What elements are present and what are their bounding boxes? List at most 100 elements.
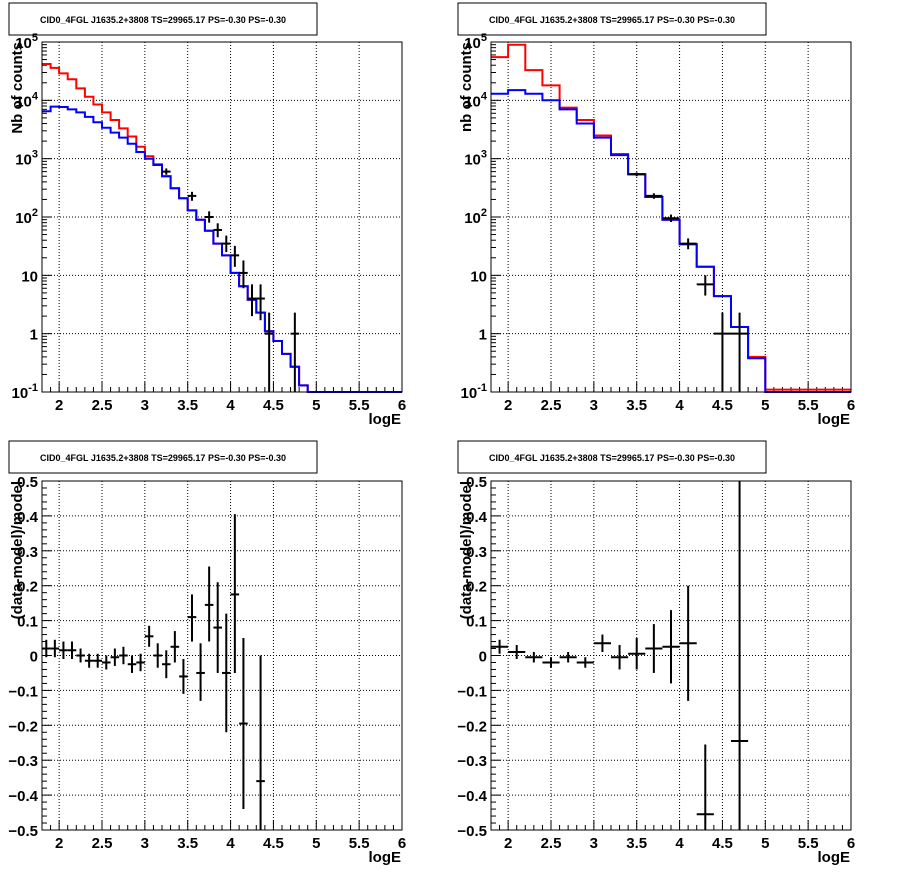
data-point — [611, 645, 629, 670]
data-point — [222, 613, 231, 733]
data-point — [67, 641, 77, 659]
data-point — [628, 172, 646, 177]
data-point — [264, 312, 274, 392]
data-point — [119, 646, 128, 665]
y-tick-label: −0.5 — [457, 823, 487, 840]
data-point — [196, 643, 205, 701]
y-tick-label: −0.2 — [457, 718, 487, 735]
plot-frame — [490, 41, 852, 393]
x-tick-label: 4.5 — [712, 397, 733, 414]
y-tick-label: 102 — [15, 207, 38, 227]
data-point — [593, 634, 611, 653]
x-tick-label: 3.5 — [626, 397, 647, 414]
x-tick-label: 4 — [226, 835, 235, 852]
data-point — [525, 652, 543, 663]
y-tick-label: −0.1 — [8, 683, 38, 700]
title-box — [457, 440, 767, 474]
x-tick-label: 4.5 — [263, 835, 284, 852]
y-tick-label: 0.3 — [466, 544, 487, 561]
chart-panel-counts-left: CID0_4FGL J1635.2+3808 TS=29965.17 PS=-0… — [8, 2, 407, 428]
y-tick-label: 0 — [30, 649, 38, 666]
y-tick-label: 0.1 — [17, 614, 38, 631]
x-tick-label: 4 — [226, 397, 235, 414]
y-tick-label: −0.4 — [8, 788, 38, 805]
x-tick-label: 5 — [761, 835, 769, 852]
data-point — [110, 648, 120, 666]
y-tick-label: 10 — [21, 268, 38, 285]
x-tick-label: 5.5 — [349, 835, 370, 852]
x-axis-title: logE — [818, 849, 851, 866]
y-tick-label: 0.2 — [17, 579, 38, 596]
data-point — [204, 211, 214, 223]
x-tick-label: 3.5 — [177, 835, 198, 852]
plot-frame — [41, 41, 403, 393]
plot-frame — [490, 480, 852, 831]
plot-area: 2 2.5 3 3.5 4 4.5 5 5.5 6 0.5 0.4 0.3 0.2 0.1 0 −0.1 −0.… — [8, 474, 406, 852]
x-tick-label: 2.5 — [541, 835, 562, 852]
x-tick-label: 4.5 — [712, 835, 733, 852]
y-axis-title: (data-model)/model — [458, 481, 475, 619]
y-tick-label: −0.5 — [8, 823, 38, 840]
x-tick-label: 5 — [312, 397, 320, 414]
x-tick-label: 2 — [504, 835, 512, 852]
x-axis-title: logE — [369, 411, 402, 428]
x-tick-label: 6 — [398, 835, 406, 852]
data-point — [179, 658, 188, 694]
data-point — [256, 284, 265, 321]
data-point — [84, 653, 94, 668]
data-point — [102, 655, 111, 670]
y-tick-label: 105 — [15, 32, 38, 52]
plot-area: 2 2.5 3 3.5 4 4.5 5 5.5 6 10-1 1 10 102 103 104 105 — [461, 32, 856, 414]
chart-panel-residual-left: CID0_4FGL J1635.2+3808 TS=29965.17 PS=-0… — [8, 440, 406, 866]
data-point — [628, 638, 646, 670]
y-tick-label: 0.4 — [17, 509, 39, 526]
x-tick-label: 3 — [590, 835, 598, 852]
data-point — [731, 481, 749, 830]
y-tick-label: 0.5 — [17, 474, 38, 491]
data-point — [256, 655, 265, 830]
model-step-red — [42, 63, 402, 393]
data-point — [290, 312, 300, 392]
data-point — [247, 284, 257, 317]
x-tick-label: 4.5 — [263, 397, 284, 414]
x-tick-label: 2.5 — [92, 835, 113, 852]
data-point — [187, 191, 197, 201]
x-tick-label: 5.5 — [798, 835, 819, 852]
y-tick-label: −0.4 — [457, 788, 487, 805]
x-axis-title: logE — [818, 411, 851, 428]
y-tick-label: 103 — [15, 149, 38, 169]
y-tick-label: 104 — [15, 90, 39, 110]
y-tick-label: 104 — [464, 90, 488, 110]
x-tick-label: 2 — [504, 397, 512, 414]
data-point — [559, 652, 577, 663]
x-axis-title: logE — [369, 849, 402, 866]
x-tick-label: 3 — [141, 397, 149, 414]
data-point — [153, 643, 162, 668]
data-point — [239, 638, 248, 810]
y-axis-title: (data-model)/model — [9, 481, 26, 619]
y-tick-label: 102 — [464, 207, 487, 227]
x-tick-label: 5.5 — [798, 397, 819, 414]
plot-area: 2 2.5 3 3.5 4 4.5 5 5.5 6 10-1 1 10 102 103 104 105 — [12, 32, 407, 414]
data-point — [162, 650, 171, 679]
chart-title: CID0_4FGL J1635.2+3808 TS=29965.17 PS=-0… — [489, 15, 735, 25]
data-point — [542, 657, 560, 668]
y-tick-label: 10-1 — [12, 382, 38, 402]
model-step-blue — [42, 105, 402, 393]
data-point — [230, 514, 240, 673]
y-tick-label: 0 — [479, 649, 487, 666]
plot-area: 2 2.5 3 3.5 4 4.5 5 5.5 6 0.5 0.4 0.3 0.2 0.1 0 −0.1 −0.… — [457, 474, 855, 852]
y-tick-label: 0.5 — [466, 474, 487, 491]
x-tick-label: 3 — [590, 397, 598, 414]
data-point — [213, 223, 222, 238]
x-tick-label: 5.5 — [349, 397, 370, 414]
data-point — [508, 645, 526, 659]
chart-panel-residual-right: CID0_4FGL J1635.2+3808 TS=29965.17 PS=-0… — [457, 440, 855, 866]
y-tick-label: 0.4 — [466, 509, 488, 526]
data-point — [93, 653, 102, 668]
y-tick-label: −0.1 — [457, 683, 487, 700]
y-axis-title: nb of counts — [458, 42, 475, 132]
x-tick-label: 3.5 — [177, 397, 198, 414]
data-point — [42, 639, 51, 658]
